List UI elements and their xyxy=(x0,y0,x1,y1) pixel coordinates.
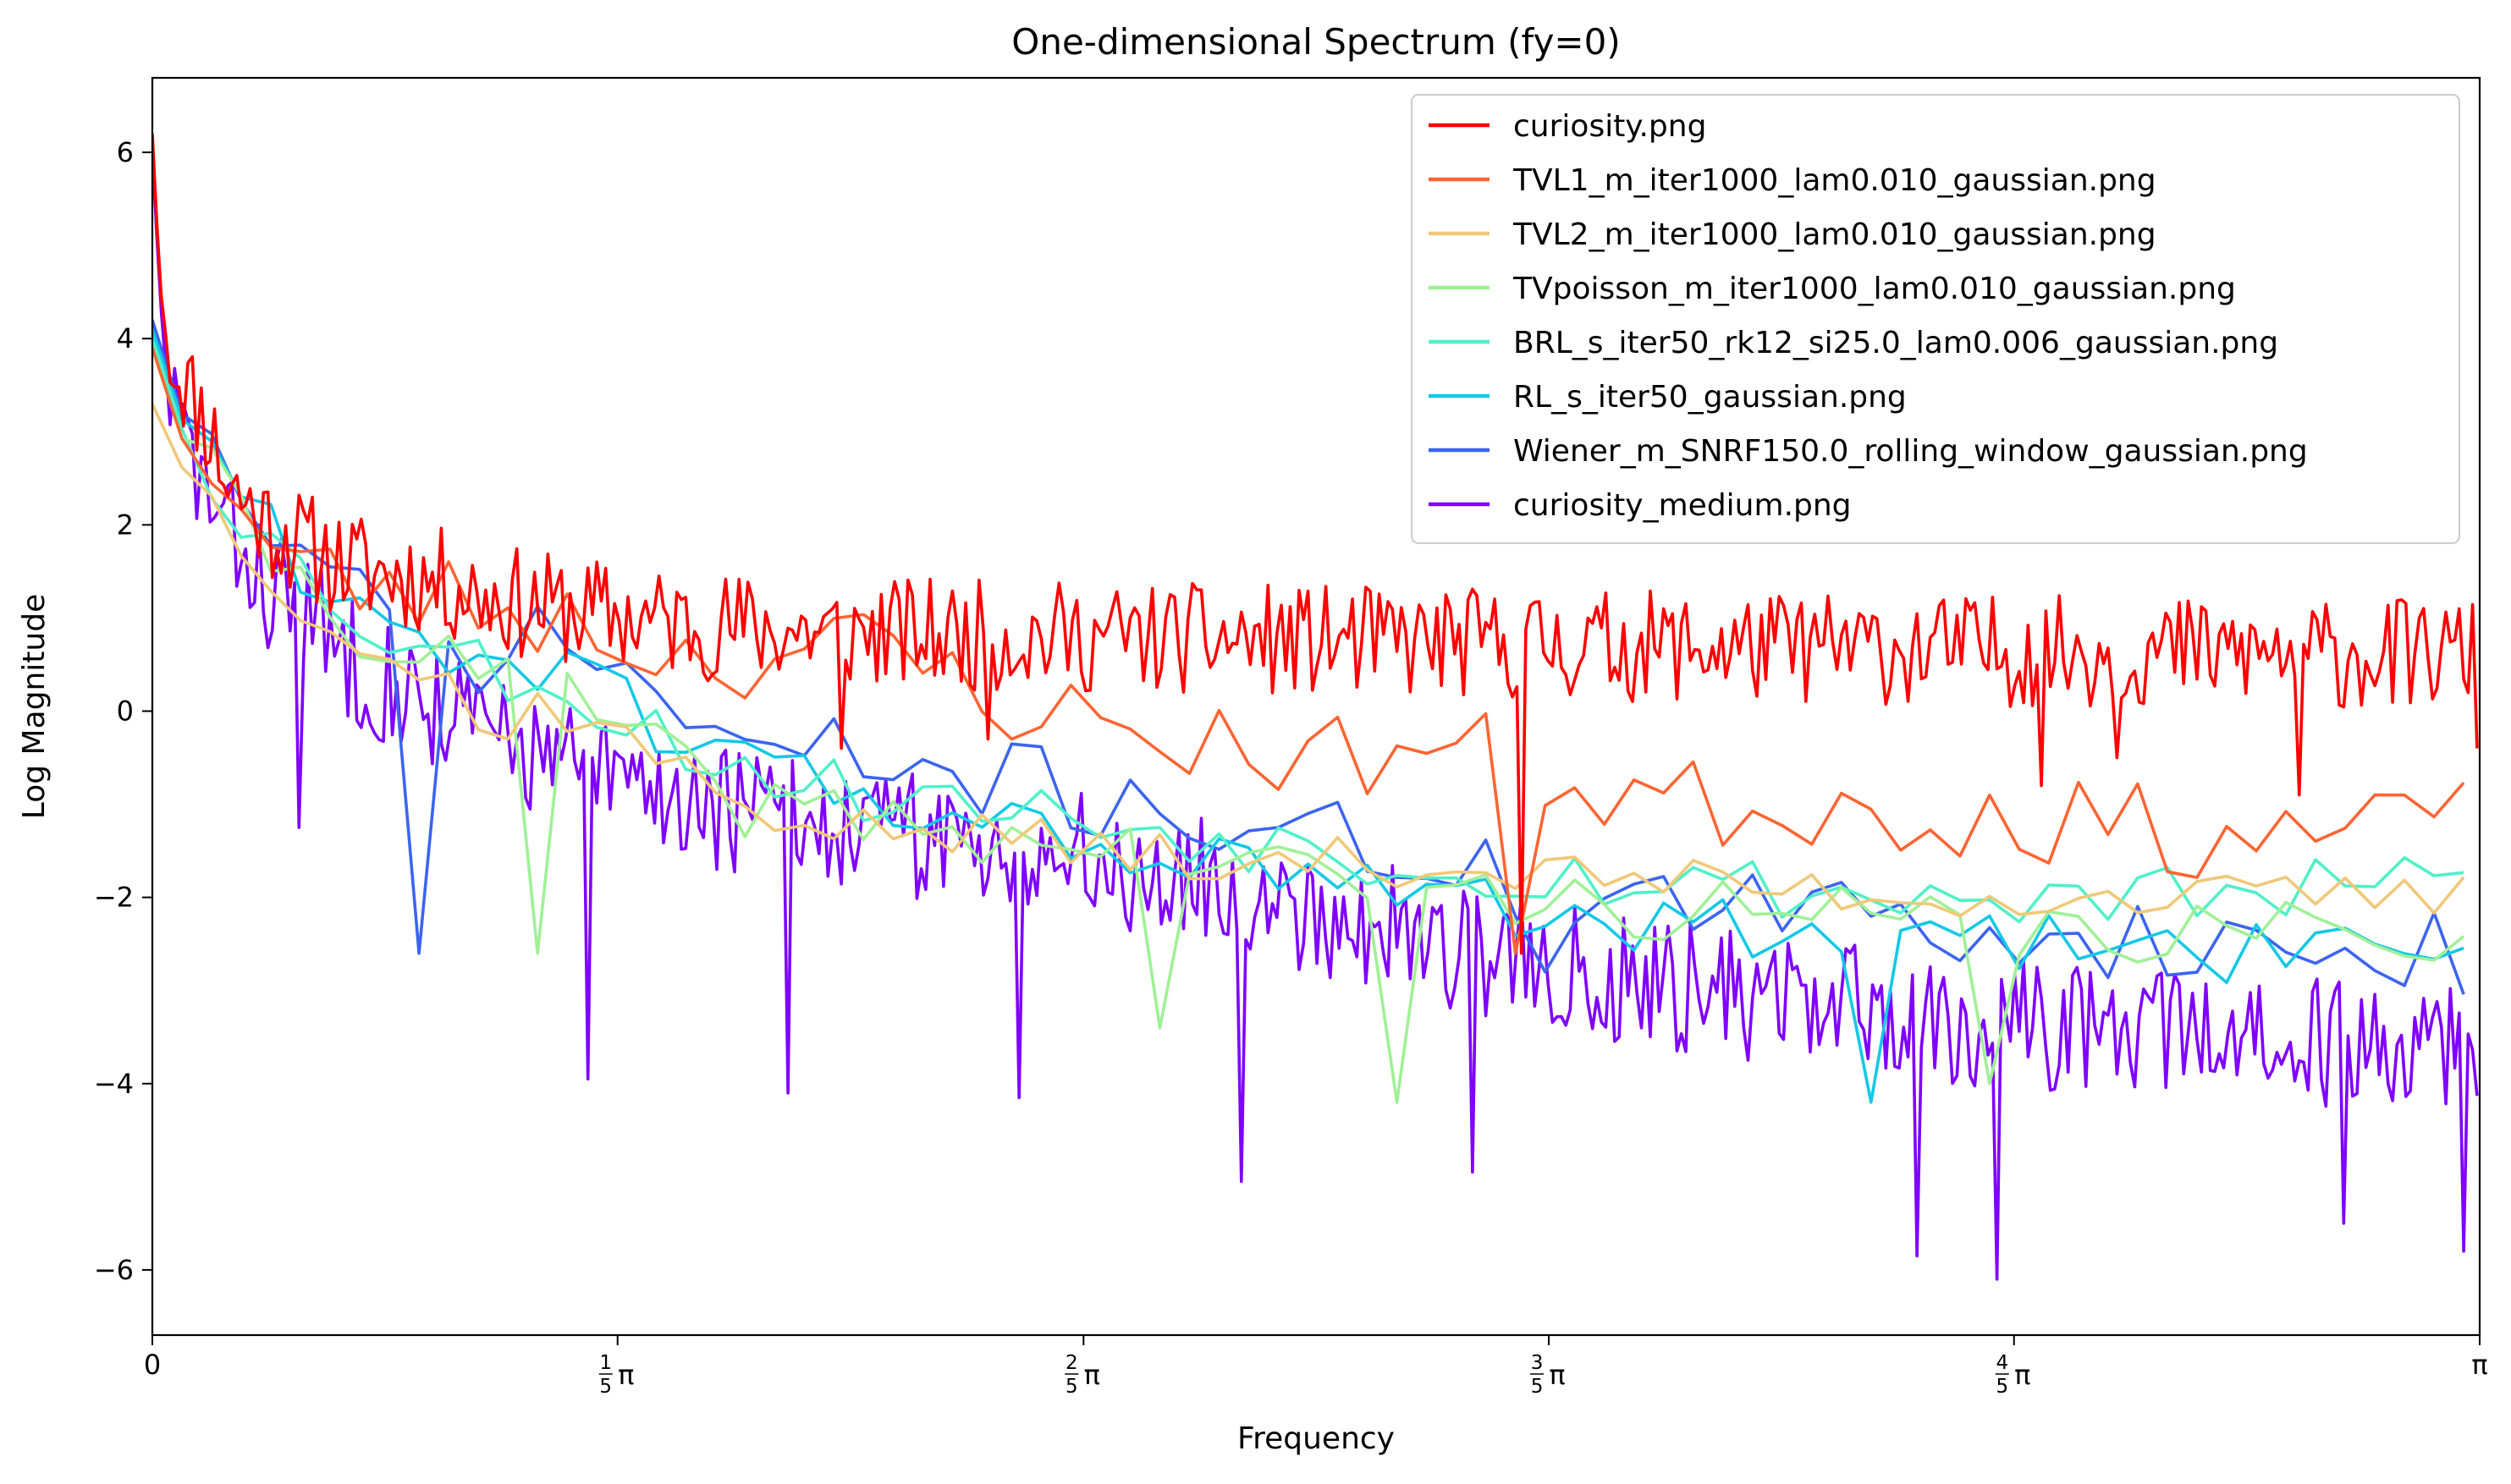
legend-item: Wiener_m_SNRF150.0_rolling_window_gaussi… xyxy=(1429,434,2308,469)
series-line xyxy=(152,347,2465,955)
series-layer xyxy=(152,133,2479,1281)
legend-label: BRL_s_iter50_rk12_si25.0_lam0.006_gaussi… xyxy=(1513,326,2278,360)
series-line xyxy=(152,152,2479,1281)
x-tick-numerator: 4 xyxy=(1996,1352,2008,1374)
x-tick-text: π xyxy=(2471,1349,2487,1381)
legend-label: RL_s_iter50_gaussian.png xyxy=(1513,380,1907,415)
legend-item: TVL1_m_iter1000_lam0.010_gaussian.png xyxy=(1429,163,2156,198)
legend-label: TVL2_m_iter1000_lam0.010_gaussian.png xyxy=(1512,217,2156,252)
series-line xyxy=(152,403,2465,918)
x-tick-denominator: 5 xyxy=(599,1376,612,1398)
x-tick-numerator: 2 xyxy=(1066,1352,1078,1374)
x-tick-numerator: 1 xyxy=(599,1352,612,1374)
legend-item: TVpoisson_m_iter1000_lam0.010_gaussian.p… xyxy=(1429,272,2236,306)
legend-label: Wiener_m_SNRF150.0_rolling_window_gaussi… xyxy=(1513,434,2308,469)
legend-label: TVpoisson_m_iter1000_lam0.010_gaussian.p… xyxy=(1512,272,2236,306)
series-line xyxy=(152,347,2465,1104)
x-tick-label: 25 π xyxy=(1065,1352,1100,1398)
x-tick-label: 15 π xyxy=(598,1352,634,1398)
legend-box xyxy=(1411,94,2460,544)
series-line xyxy=(152,338,2464,924)
x-tick-pi: π xyxy=(1549,1359,1565,1391)
x-tick-denominator: 5 xyxy=(1066,1376,1078,1398)
legend-item: RL_s_iter50_gaussian.png xyxy=(1429,380,1907,415)
legend-label: TVL1_m_iter1000_lam0.010_gaussian.png xyxy=(1512,163,2156,198)
y-tick-label: 2 xyxy=(117,508,134,541)
x-tick-label: 0 xyxy=(144,1349,161,1381)
x-tick-label: 45 π xyxy=(1995,1352,2030,1398)
legend-item: TVL2_m_iter1000_lam0.010_gaussian.png xyxy=(1429,217,2156,252)
x-tick-text: 0 xyxy=(144,1349,161,1381)
chart-title: One-dimensional Spectrum (fy=0) xyxy=(1011,21,1620,63)
legend-item: BRL_s_iter50_rk12_si25.0_lam0.006_gaussi… xyxy=(1429,326,2278,360)
legend-item: curiosity.png xyxy=(1429,109,1706,144)
x-axis-ticks: 0 15 π 25 π 35 π 45 π π xyxy=(144,1335,2488,1398)
plot-frame xyxy=(151,76,2481,1337)
series-line xyxy=(152,328,2464,1104)
x-tick-label: π xyxy=(2471,1349,2487,1381)
x-axis-title: Frequency xyxy=(1237,1421,1395,1456)
y-tick-label: 4 xyxy=(117,322,134,355)
y-axis-title: Log Magnitude xyxy=(17,594,52,819)
y-tick-label: 6 xyxy=(117,136,134,168)
y-tick-label: −2 xyxy=(94,882,134,914)
x-tick-denominator: 5 xyxy=(1531,1376,1544,1398)
x-tick-label: 35 π xyxy=(1530,1352,1566,1398)
x-tick-denominator: 5 xyxy=(1996,1376,2008,1398)
legend: curiosity.png TVL1_m_iter1000_lam0.010_ga… xyxy=(1411,94,2460,544)
legend-label: curiosity_medium.png xyxy=(1513,488,1852,523)
x-tick-pi: π xyxy=(1084,1359,1100,1391)
legend-item: curiosity_medium.png xyxy=(1429,488,1852,523)
x-tick-pi: π xyxy=(2014,1359,2030,1391)
y-axis-ticks: −6 −4 −2 0 2 4 6 xyxy=(94,136,152,1286)
y-tick-label: −6 xyxy=(94,1254,134,1286)
x-tick-numerator: 3 xyxy=(1531,1352,1544,1374)
series-line xyxy=(152,133,2479,955)
y-tick-label: 0 xyxy=(117,695,134,728)
legend-label: curiosity.png xyxy=(1513,109,1706,144)
y-tick-label: −4 xyxy=(94,1068,134,1100)
x-tick-pi: π xyxy=(618,1359,634,1391)
